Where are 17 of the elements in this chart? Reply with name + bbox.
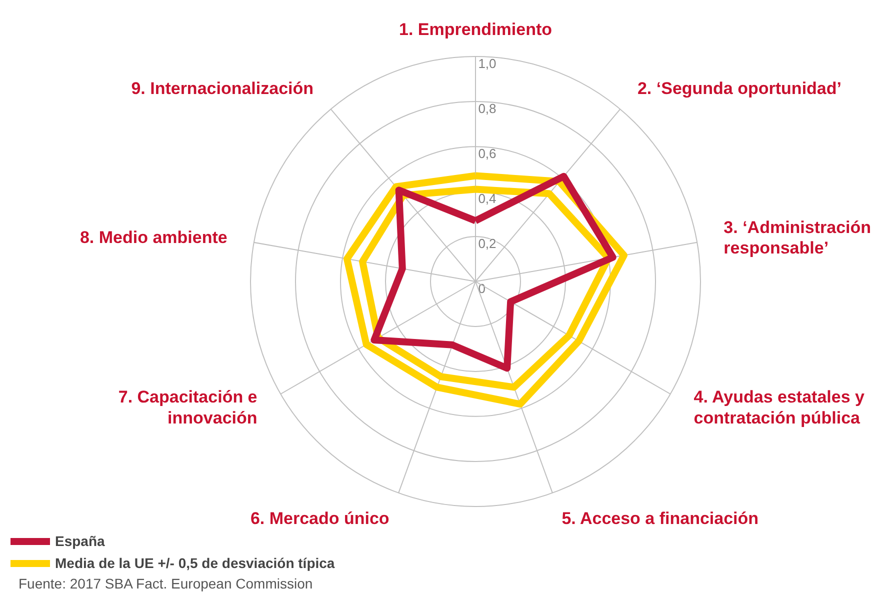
spoke-label: 6. Mercado único [250, 508, 390, 528]
spoke-label: 1. Emprendimiento [398, 20, 552, 39]
y-tick-label: 0,6 [478, 146, 496, 162]
spoke-label: 9. Internacionalización [131, 78, 314, 98]
y-tick-label: 0,4 [478, 191, 496, 206]
y-tick-label: 1,0 [478, 56, 496, 72]
y-tick-label: 0,2 [478, 236, 496, 252]
spoke-label: 7. Capacitación e innovación [118, 388, 258, 428]
spoke-label: 8. Medio ambiente [80, 228, 228, 248]
spoke-label: 2. ‘Segunda oportunidad’ [637, 78, 842, 98]
legend-label: Media de la UE +/- 0,5 de desviación típica [55, 554, 335, 572]
spoke-label: 4. Ayudas estatales y contratación pública [694, 388, 866, 428]
legend-label: España [55, 532, 105, 550]
spoke-label: 3. ‘Administración responsable’ [724, 218, 872, 258]
spoke-label: 5. Acceso a financiación [562, 508, 759, 528]
source-note: Fuente: 2017 SBA Fact. European Commission [18, 576, 313, 592]
y-tick-label: 0,8 [478, 101, 496, 116]
